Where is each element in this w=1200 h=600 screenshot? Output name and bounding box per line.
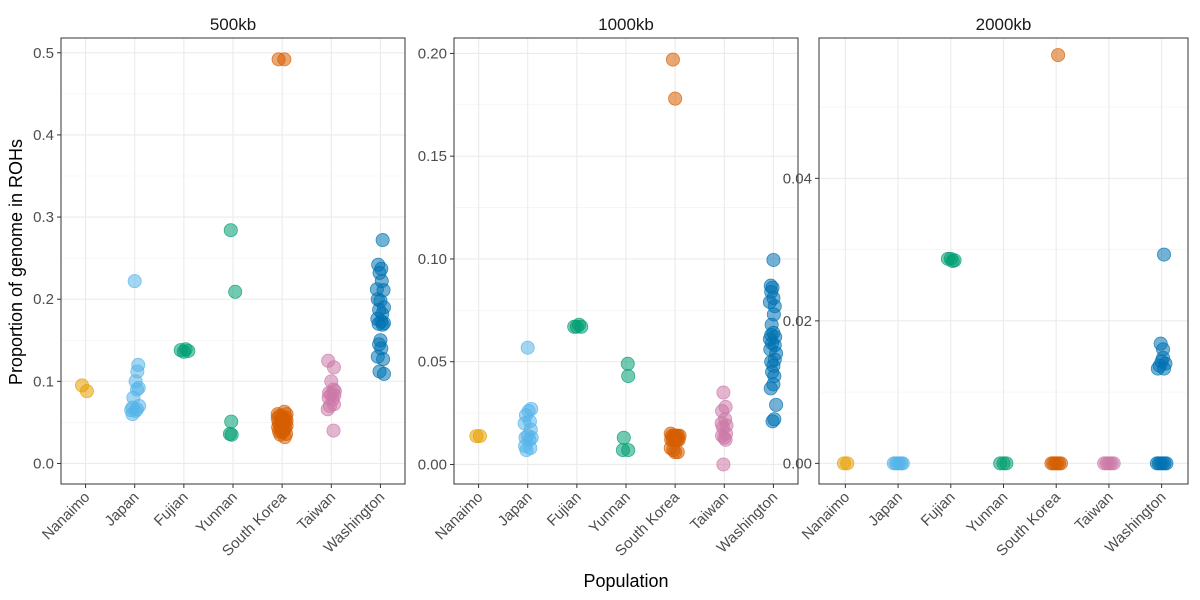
x-tick-label-japan: Japan <box>495 489 536 530</box>
data-point-taiwan <box>1106 456 1121 471</box>
data-point-washington <box>1157 247 1172 262</box>
y-axis-title: Proportion of genome in ROHs <box>6 139 26 385</box>
data-point-yunnan <box>999 456 1014 471</box>
data-point-nanaimo <box>79 384 94 399</box>
y-tick-label: 0.10 <box>418 251 447 268</box>
data-point-nanaimo <box>840 456 855 471</box>
data-point-yunnan <box>224 414 239 429</box>
x-tick-label-taiwan: Taiwan <box>687 489 732 534</box>
data-point-japan <box>520 340 535 355</box>
data-point-washington <box>376 352 391 367</box>
panel-title: 1000kb <box>598 15 654 34</box>
x-tick-label-nanaimo: Nanaimo <box>432 489 486 543</box>
data-point-yunnan <box>621 443 636 458</box>
panel-border <box>60 37 406 485</box>
data-point-south-korea <box>277 52 292 67</box>
data-point-yunnan <box>621 369 636 384</box>
data-point-washington <box>1150 361 1165 376</box>
data-point-taiwan <box>716 385 731 400</box>
data-point-washington <box>375 317 390 332</box>
x-tick-label-yunnan: Yunnan <box>963 489 1011 537</box>
panel-border <box>453 37 799 485</box>
y-tick-label: 0.00 <box>418 456 447 473</box>
panel-title: 500kb <box>210 15 256 34</box>
data-point-south-korea <box>277 430 292 445</box>
data-point-washington <box>765 414 780 429</box>
data-point-taiwan <box>326 423 341 438</box>
data-point-washington <box>766 252 781 267</box>
data-point-japan <box>125 407 140 422</box>
data-point-yunnan <box>223 223 238 238</box>
x-tick-label-fujian: Fujian <box>544 489 585 530</box>
x-tick-label-taiwan: Taiwan <box>1072 489 1117 534</box>
x-tick-label-nanaimo: Nanaimo <box>39 489 93 543</box>
x-tick-label-yunnan: Yunnan <box>193 489 241 537</box>
data-point-fujian <box>947 253 962 268</box>
x-tick-label-taiwan: Taiwan <box>294 489 339 534</box>
y-tick-label: 0.15 <box>418 148 447 165</box>
data-point-taiwan <box>716 457 731 472</box>
y-tick-label: 0.00 <box>783 455 812 472</box>
data-point-south-korea <box>670 445 685 460</box>
data-point-taiwan <box>326 360 341 375</box>
panel-border <box>818 37 1189 485</box>
y-tick-label: 0.2 <box>33 291 54 308</box>
data-point-japan <box>519 443 534 458</box>
y-tick-label: 0.04 <box>783 170 812 187</box>
x-axis-title: Population <box>583 571 668 591</box>
data-point-yunnan <box>616 430 631 445</box>
data-point-japan <box>895 456 910 471</box>
x-tick-label-japan: Japan <box>102 489 143 530</box>
data-point-japan <box>127 274 142 289</box>
panel-title: 2000kb <box>976 15 1032 34</box>
x-tick-label-nanaimo: Nanaimo <box>799 489 853 543</box>
panel-500kb: 0.0 0.1 0.2 0.3 0.4 0.5 Nanaimo Japan Fujian Yunn… <box>33 15 406 560</box>
data-point-yunnan <box>228 284 243 299</box>
panel-1000kb: 0.00 0.05 0.10 0.15 0.20 Nanaimo Japan Fujian Yu… <box>418 15 799 560</box>
y-tick-label: 0.3 <box>33 209 54 226</box>
data-point-yunnan <box>620 356 635 371</box>
data-point-washington <box>763 381 778 396</box>
data-point-south-korea <box>665 52 680 67</box>
y-tick-label: 0.20 <box>418 45 447 62</box>
y-tick-label: 0.0 <box>33 455 54 472</box>
x-tick-label-yunnan: Yunnan <box>586 489 634 537</box>
data-point-washington <box>1159 456 1174 471</box>
y-tick-label: 0.4 <box>33 127 54 144</box>
x-tick-label-japan: Japan <box>865 489 906 530</box>
data-point-taiwan <box>718 432 733 447</box>
data-point-washington <box>769 397 784 412</box>
data-point-south-korea <box>1051 48 1066 63</box>
data-point-washington <box>376 366 391 381</box>
y-tick-label: 0.5 <box>33 45 54 62</box>
x-tick-label-fujian: Fujian <box>918 489 959 530</box>
x-tick-label-fujian: Fujian <box>151 489 192 530</box>
data-point-south-korea <box>1053 456 1068 471</box>
y-tick-label: 0.05 <box>418 354 447 371</box>
data-point-fujian <box>176 344 191 359</box>
y-tick-label: 0.02 <box>783 313 812 330</box>
data-point-washington <box>375 233 390 248</box>
data-point-taiwan <box>320 402 335 417</box>
data-point-nanaimo <box>472 429 487 444</box>
y-tick-label: 0.1 <box>33 373 54 390</box>
data-point-yunnan <box>224 427 239 442</box>
data-point-fujian <box>574 319 589 334</box>
data-point-south-korea <box>668 91 683 106</box>
